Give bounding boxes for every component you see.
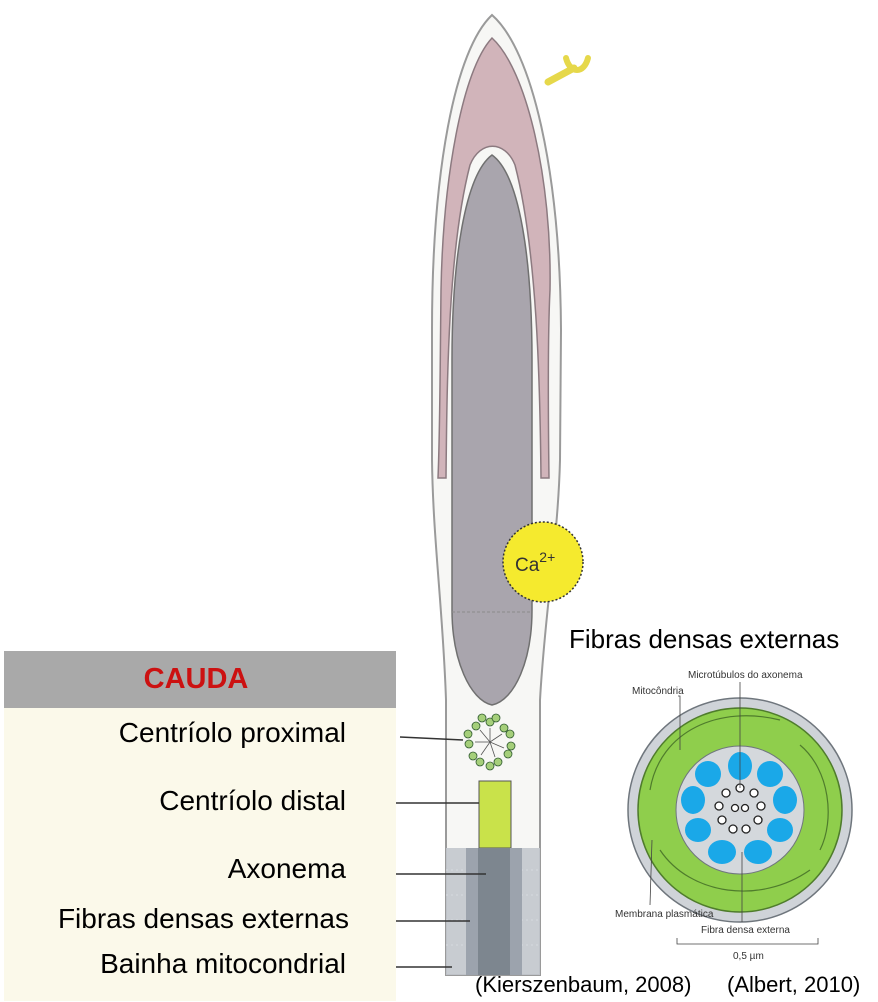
acrosome (437, 36, 551, 479)
caption-panel-header (4, 651, 396, 708)
receptor-icon (544, 55, 591, 86)
label-mitocondria: Mitocôndria (632, 686, 684, 697)
label-axonema: Axonema (227, 853, 346, 884)
calcium-ion: Ca2+ (502, 521, 584, 603)
svg-text:Ca2+: Ca2+ (515, 549, 555, 576)
cross-section: Microtúbulos do axonema Mitocôndria Memb… (615, 670, 853, 962)
citation-albert: (Albert, 2010) (727, 972, 861, 997)
panel-title: CAUDA (143, 663, 249, 695)
label-scale: 0,5 µm (733, 951, 764, 962)
citation-kierszenbaum: (Kierszenbaum, 2008) (475, 972, 692, 997)
label-fibras-densas: Fibras densas externas (57, 903, 349, 934)
distal-centriole (478, 780, 512, 849)
label-fibra: Fibra densa externa (701, 925, 790, 936)
label-microtubulos: Microtúbulos do axonema (688, 670, 803, 681)
label-bainha-mitocondrial: Bainha mitocondrial (100, 948, 346, 979)
axoneme (478, 848, 510, 975)
nucleus (451, 154, 533, 706)
proximal-centriole (463, 713, 516, 771)
label-centriolo-proximal: Centríolo proximal (118, 717, 346, 748)
label-membrana: Membrana plasmática (615, 909, 714, 920)
caption-panel (4, 651, 396, 1001)
leader-lines (396, 736, 486, 968)
cross-section-title: Fibras densas externas (569, 624, 840, 654)
label-centriolo-distal: Centríolo distal (159, 785, 346, 816)
